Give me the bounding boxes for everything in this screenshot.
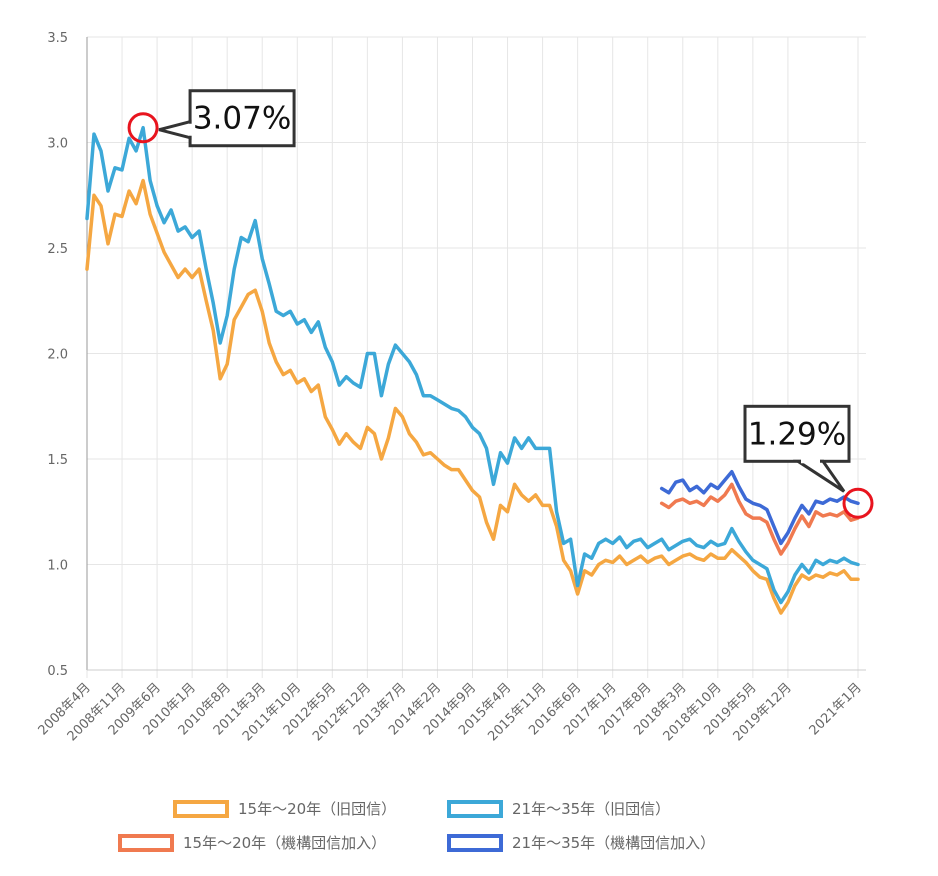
legend-swatch: [173, 799, 229, 818]
y-tick-label: 0.5: [47, 664, 68, 679]
callout-tail: [792, 459, 846, 493]
legend-label: 21年〜35年（機構団信加入）: [512, 834, 716, 852]
highlight-circle: [127, 112, 159, 144]
y-tick-label: 2.0: [47, 348, 68, 363]
line-chart: 3.53.02.52.01.51.00.52008年4月2008年11月2009…: [36, 31, 874, 744]
callout-value: 1.29%: [748, 416, 846, 452]
callout-box: [188, 89, 296, 148]
legend-label: 15年〜20年（旧団信）: [238, 800, 397, 818]
series-line-2: [85, 125, 860, 605]
y-tick-label: 1.0: [47, 559, 68, 574]
series-line-3: [659, 482, 860, 556]
legend-label: 21年〜35年（旧団信）: [512, 800, 671, 818]
legend-swatch: [118, 833, 174, 852]
axes: 3.53.02.52.01.51.00.52008年4月2008年11月2009…: [36, 31, 866, 744]
series-line-4: [659, 469, 860, 546]
series-lines: [85, 125, 860, 615]
callout-tail: [158, 119, 192, 140]
y-tick-label: 3.5: [47, 31, 68, 46]
x-tick-label: 2021年1月: [807, 680, 865, 738]
legend-item-series-2[interactable]: 21年〜35年（旧団信）: [447, 798, 670, 819]
y-tick-label: 2.5: [47, 242, 68, 257]
series-line-1: [85, 178, 860, 615]
legend-label: 15年〜20年（機構団信加入）: [183, 834, 387, 852]
legend-swatch: [447, 833, 503, 852]
callout-value: 3.07%: [193, 101, 291, 137]
y-tick-label: 1.5: [47, 453, 68, 468]
legend-swatch: [447, 799, 503, 818]
legend-item-series-1[interactable]: 15年〜20年（旧団信）: [173, 798, 396, 819]
legend-item-series-3[interactable]: 15年〜20年（機構団信加入）: [118, 832, 386, 853]
y-tick-label: 3.0: [47, 137, 68, 152]
annotations: 3.07% 1.29%: [127, 89, 874, 519]
highlight-circle: [842, 487, 874, 519]
legend-item-series-4[interactable]: 21年〜35年（機構団信加入）: [447, 832, 715, 853]
